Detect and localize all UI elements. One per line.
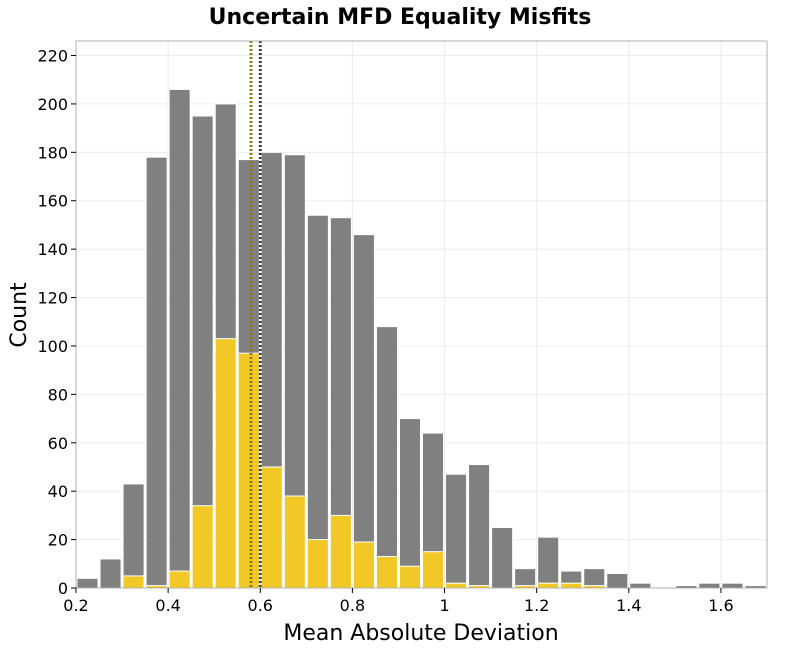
bar-total — [721, 582, 744, 589]
bar-total — [122, 483, 145, 589]
bar-total — [537, 536, 560, 589]
plot-area — [76, 41, 767, 588]
bars — [76, 88, 767, 589]
bar-highlight — [445, 582, 468, 589]
bar-highlight — [375, 556, 398, 589]
bar-total — [76, 577, 99, 589]
x-tick-label: 0.2 — [63, 596, 88, 615]
x-tick-label: 0.4 — [155, 596, 180, 615]
bar-highlight — [122, 575, 145, 589]
x-axis: 0.2 0.4 0.6 0.8 1 1.2 1.4 1.6 — [63, 588, 734, 615]
bar-highlight — [306, 539, 329, 589]
y-tick-label: 20 — [48, 531, 68, 550]
x-tick-label: 1.6 — [708, 596, 733, 615]
y-tick-label: 200 — [37, 95, 68, 114]
bar-highlight — [352, 541, 375, 589]
y-tick-label: 60 — [48, 434, 68, 453]
y-tick-label: 120 — [37, 289, 68, 308]
x-axis-label: Mean Absolute Deviation — [283, 621, 558, 646]
y-tick-label: 180 — [37, 143, 68, 162]
bar-total — [375, 326, 398, 589]
bar-total — [306, 214, 329, 589]
x-tick-label: 1 — [439, 596, 449, 615]
x-tick-label: 0.8 — [340, 596, 365, 615]
bar-highlight — [214, 338, 237, 589]
bar-total — [168, 88, 191, 589]
bar-total — [629, 582, 652, 589]
x-tick-label: 1.4 — [616, 596, 641, 615]
bar-highlight — [537, 582, 560, 589]
bar-total — [606, 572, 629, 589]
bar-highlight — [398, 565, 422, 589]
bar-highlight — [260, 466, 283, 589]
y-tick-label: 100 — [37, 337, 68, 356]
bar-total — [698, 582, 721, 589]
plot-frame — [75, 40, 768, 589]
bar-highlight — [329, 514, 352, 589]
bar-total — [145, 156, 168, 589]
x-tick-label: 1.2 — [524, 596, 549, 615]
bar-highlight — [168, 570, 191, 589]
bar-highlight — [283, 495, 306, 589]
y-axis-label: Count — [7, 282, 32, 348]
bar-total — [445, 473, 468, 589]
y-tick-label: 140 — [37, 240, 68, 259]
reference-lines — [249, 41, 262, 588]
y-tick-label: 160 — [37, 192, 68, 211]
bar-total — [352, 234, 375, 589]
y-tick-label: 220 — [37, 47, 68, 66]
y-tick-label: 0 — [58, 579, 68, 598]
bar-highlight — [560, 582, 583, 589]
bar-highlight — [191, 505, 214, 589]
chart-title: Uncertain MFD Equality Misfits — [209, 5, 592, 30]
x-tick-label: 0.6 — [248, 596, 273, 615]
plot-background — [76, 41, 767, 588]
y-tick-label: 40 — [48, 482, 68, 501]
y-axis: 0 20 40 60 80 100 120 140 160 180 200 220 — [37, 47, 76, 598]
bar-total — [398, 418, 422, 589]
bar-total — [468, 464, 491, 589]
bar-total — [491, 526, 514, 589]
bar-total — [99, 558, 122, 589]
bar-highlight — [422, 551, 445, 589]
plot-border — [75, 40, 768, 589]
y-tick-label: 80 — [48, 385, 68, 404]
bar-highlight — [237, 352, 260, 589]
